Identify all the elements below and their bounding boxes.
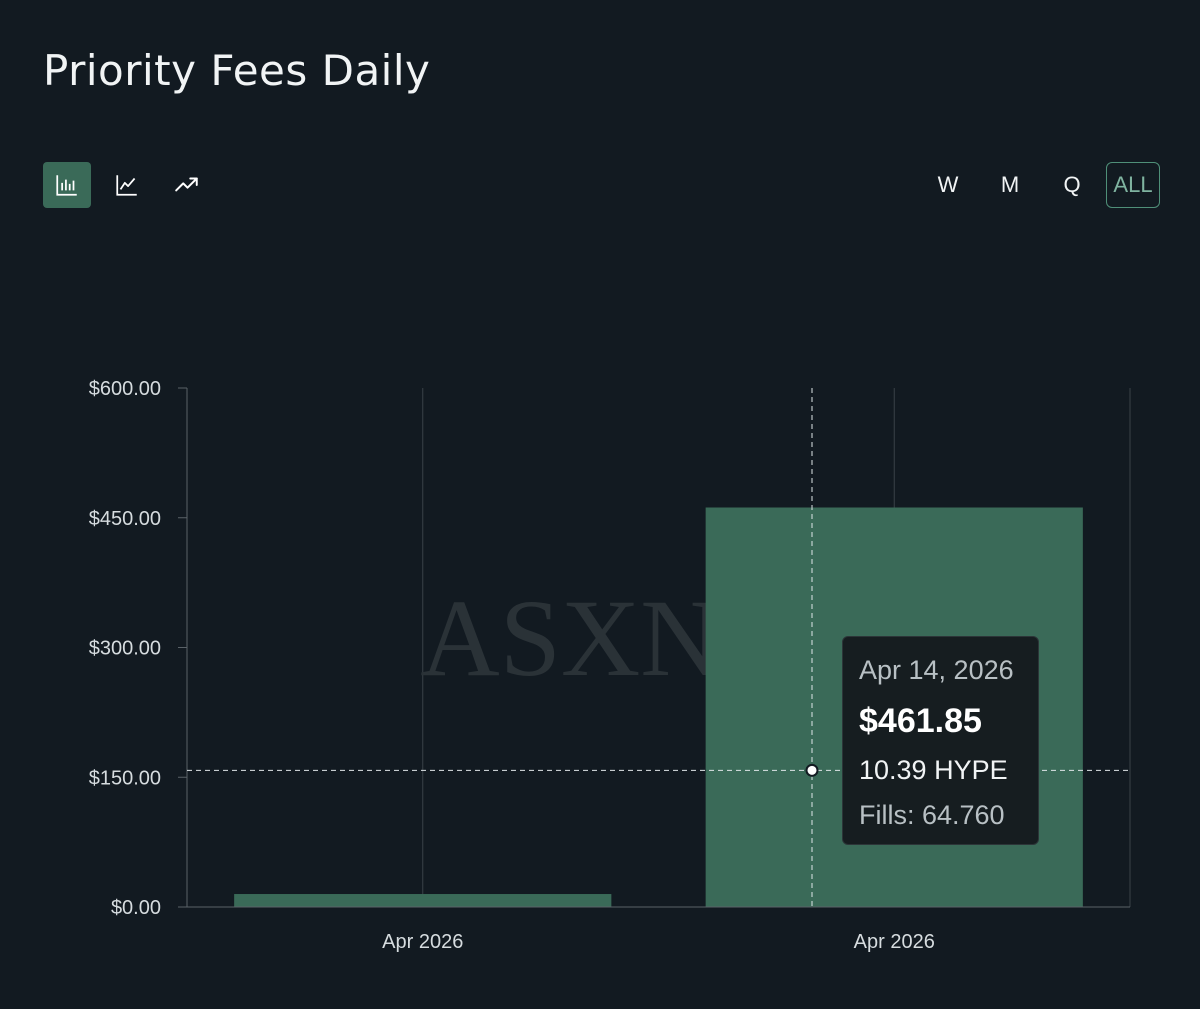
y-tick-label: $450.00 <box>89 508 161 530</box>
y-tick-label: $150.00 <box>89 767 161 789</box>
range-month-button[interactable]: M <box>1000 172 1020 197</box>
y-tick-label: $300.00 <box>89 638 161 660</box>
tooltip-date: Apr 14, 2026 <box>859 655 1014 685</box>
x-tick-label: Apr 2026 <box>382 931 463 953</box>
bar-chart-icon <box>56 175 77 196</box>
chart-tooltip: Apr 14, 2026 $461.85 10.39 HYPE Fills: 6… <box>842 636 1039 845</box>
trending-up-icon <box>175 177 198 192</box>
y-tick-label: $0.00 <box>111 897 161 919</box>
range-week-button[interactable]: W <box>937 172 959 197</box>
crosshair-point <box>805 763 819 777</box>
line-chart-button[interactable] <box>103 162 151 208</box>
trend-chart-button[interactable] <box>163 162 211 208</box>
tooltip-fills: Fills: 64.760 <box>859 800 1005 830</box>
x-tick-label: Apr 2026 <box>854 931 935 953</box>
y-tick-label: $600.00 <box>89 378 161 400</box>
line-chart-icon <box>116 175 137 196</box>
page-title: Priority Fees Daily <box>43 46 431 95</box>
range-quarter-button[interactable]: Q <box>1063 172 1081 197</box>
bar-0 <box>234 894 612 907</box>
tooltip-value: $461.85 <box>859 702 982 740</box>
bar-chart-button[interactable] <box>43 162 91 208</box>
watermark-text: ASXN <box>420 577 720 699</box>
range-all-button[interactable]: ALL <box>1106 162 1160 208</box>
tooltip-hype-amount: 10.39 HYPE <box>859 755 1008 785</box>
